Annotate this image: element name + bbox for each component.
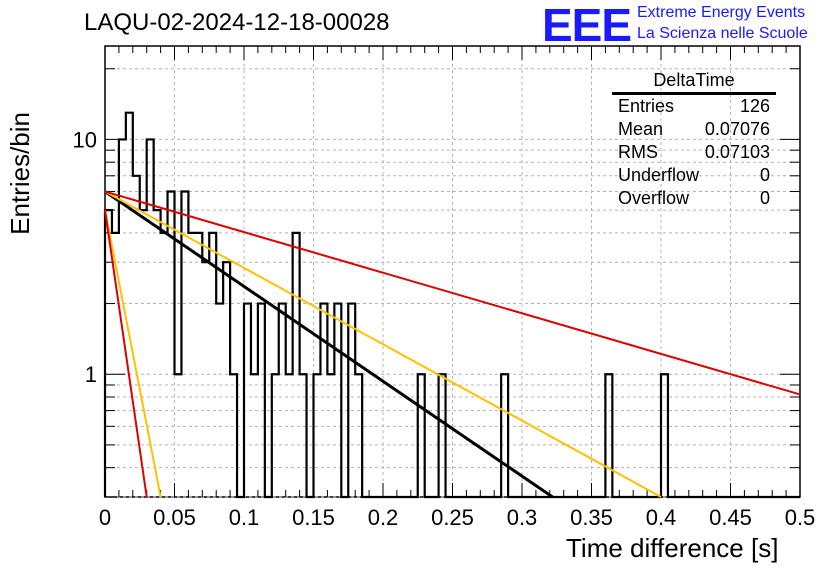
x-tick-label: 0.2 — [368, 505, 399, 530]
y-tick-label: 1 — [85, 362, 97, 387]
x-tick-label: 0.5 — [785, 505, 816, 530]
y-axis-label: Entries/bin — [5, 112, 35, 235]
fit-line — [104, 209, 148, 498]
y-tick-label: 10 — [73, 127, 97, 152]
histogram-outline — [103, 111, 800, 499]
run-title: LAQU-02-2024-12-18-00028 — [84, 9, 390, 36]
stats-value: 0 — [759, 188, 770, 208]
histogram-bars — [103, 111, 800, 499]
fit-line — [104, 190, 662, 498]
stats-value: 0 — [759, 165, 770, 185]
stats-value: 0.07076 — [704, 119, 770, 139]
stats-label: Mean — [618, 119, 664, 139]
x-tick-label: 0.05 — [153, 505, 196, 530]
x-tick-label: 0.3 — [507, 505, 538, 530]
x-tick-label: 0.25 — [431, 505, 474, 530]
axis-ticks — [104, 46, 801, 498]
fit-line — [104, 209, 162, 498]
stats-row-underflow: Underflow 0 — [610, 164, 780, 187]
x-tick-label: 0.45 — [709, 505, 752, 530]
stats-value: 0.07103 — [704, 142, 770, 162]
stats-row-overflow: Overflow 0 — [610, 187, 780, 210]
logo-subtitle-line2: La Scienza nelle Scuole — [637, 25, 808, 42]
eee-logo: EEE — [542, 0, 632, 51]
stats-row-rms: RMS 0.07103 — [610, 141, 780, 164]
stats-label: Entries — [618, 96, 675, 116]
stats-row-entries: Entries 126 — [610, 95, 780, 118]
x-tick-label: 0.4 — [646, 505, 677, 530]
stats-title: DeltaTime — [612, 70, 776, 95]
logo-subtitle-line1: Extreme Energy Events — [637, 4, 806, 21]
stats-row-mean: Mean 0.07076 — [610, 118, 780, 141]
x-axis-label: Time difference [s] — [566, 533, 779, 563]
stats-box: DeltaTime Entries 126 Mean 0.07076 RMS 0.07… — [610, 70, 780, 210]
fit-line — [104, 190, 554, 499]
x-tick-label: 0.35 — [570, 505, 613, 530]
x-tick-label: 0.1 — [229, 505, 260, 530]
x-tick-label: 0.15 — [292, 505, 335, 530]
stats-value: 126 — [739, 96, 770, 116]
fit-lines — [104, 190, 801, 499]
stats-label: RMS — [618, 142, 658, 162]
tick-labels: 0 0.05 0.1 0.15 0.2 0.25 0.3 0.35 0.4 0.45 0.5 1 10 — [73, 127, 816, 530]
x-tick-label: 0 — [99, 505, 111, 530]
stats-label: Overflow — [618, 188, 690, 208]
stats-label: Underflow — [618, 165, 700, 185]
fit-line — [104, 190, 801, 396]
